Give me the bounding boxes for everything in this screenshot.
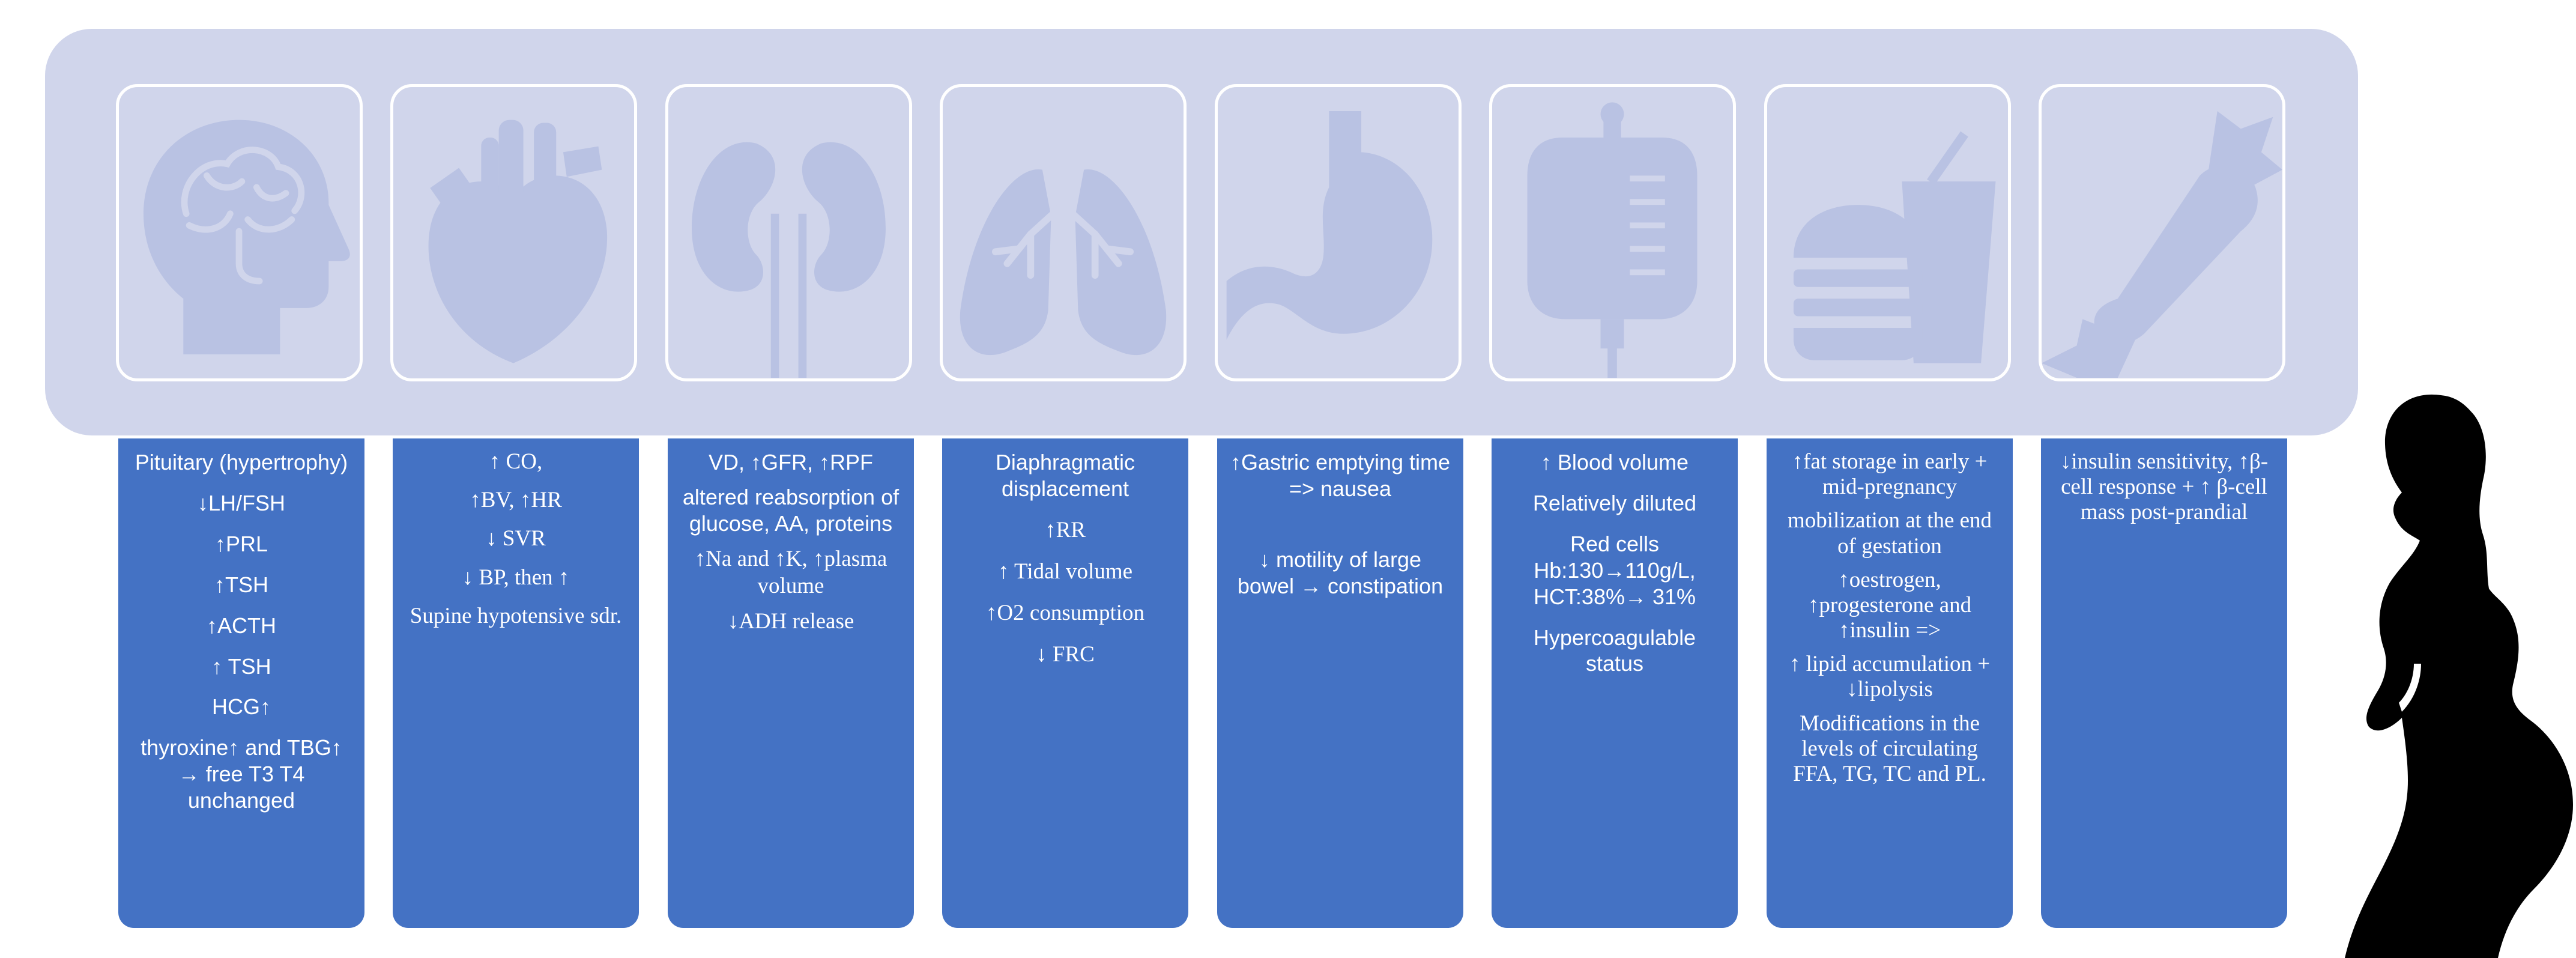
- card-line: ↑TSH: [214, 572, 268, 597]
- blood-bag-icon: [1527, 102, 1698, 378]
- stomach-icon: [1226, 111, 1433, 340]
- card-line: ↑ lipid accumulation + ↓lipolysis: [1789, 652, 1991, 702]
- card-line: ↑Na and ↑K, ↑plasma volume: [694, 546, 887, 598]
- card-line: HCG↑: [212, 694, 271, 720]
- fast-food-icon: [1793, 131, 1996, 363]
- card-line: ↑RR: [1045, 517, 1086, 542]
- card-line: ↑fat storage in early + mid-pregnancy: [1792, 449, 1988, 500]
- card-line: ↓ADH release: [727, 608, 854, 634]
- card-glucose-metabolism: ↓insulin sensitivity, ↑β-cell response +…: [2041, 438, 2287, 928]
- card-lipid-metabolism: ↑fat storage in early + mid-pregnancy mo…: [1767, 438, 2013, 928]
- lungs-icon: [960, 119, 1167, 356]
- card-line: ↑O2 consumption: [985, 601, 1145, 626]
- card-line: Diaphragmatic displacement: [995, 450, 1135, 501]
- card-line: VD, ↑GFR, ↑RPF: [708, 450, 873, 474]
- card-line: thyroxine↑ and TBG↑ → free T3 T4 unchang…: [141, 735, 342, 813]
- card-line: ↓ motility of large bowel → constipation: [1237, 547, 1444, 598]
- icon-tile-heart: [390, 84, 637, 381]
- card-line: ↑ACTH: [207, 613, 276, 638]
- card-respiratory: Diaphragmatic displacement ↑RR ↑ Tidal v…: [942, 438, 1188, 928]
- card-gastrointestinal: ↑Gastric emptying time => nausea ↓ motil…: [1217, 438, 1463, 928]
- card-line: Relatively diluted: [1532, 490, 1697, 515]
- icon-tile-fast-food: [1764, 84, 2011, 381]
- card-cardiovascular: ↑ CO, ↑BV, ↑HR ↓ SVR ↓ BP, then ↑ Supine…: [393, 438, 639, 928]
- card-line: ↑Gastric emptying time => nausea: [1230, 450, 1451, 501]
- card-line: ↑oestrogen, ↑progesterone and ↑insulin =…: [1807, 567, 1972, 643]
- card-line: ↑ CO,: [489, 449, 543, 474]
- card-line: altered reabsorption of glucose, AA, pro…: [682, 484, 899, 536]
- card-line: ↑BV, ↑HR: [470, 488, 562, 513]
- card-line: ↓ BP, then ↑: [462, 565, 570, 590]
- card-line: Supine hypotensive sdr.: [410, 603, 622, 628]
- card-line: Modifications in the levels of circulati…: [1793, 711, 1986, 786]
- candy-icon: [2042, 111, 2282, 378]
- kidneys-icon: [692, 142, 886, 378]
- card-line: ↓insulin sensitivity, ↑β-cell response +…: [2060, 449, 2269, 525]
- icon-tile-stomach: [1215, 84, 1462, 381]
- card-line: ↑ Blood volume: [1540, 450, 1689, 474]
- icon-tile-kidneys: [665, 84, 912, 381]
- brain-head-icon: [143, 120, 350, 354]
- icon-tile-lungs: [940, 84, 1187, 381]
- card-line: ↓LH/FSH: [197, 490, 286, 515]
- card-line: ↓ FRC: [1036, 642, 1095, 667]
- icon-tile-blood-bag: [1489, 84, 1736, 381]
- card-line: Red cells Hb:130→110g/L, HCT:38%→ 31%: [1533, 531, 1696, 609]
- icon-tile-brain: [116, 84, 363, 381]
- card-line: Hypercoagulable status: [1533, 625, 1696, 676]
- heart-icon: [428, 120, 608, 363]
- card-line: ↑ Tidal volume: [997, 559, 1133, 584]
- card-line: ↓ SVR: [486, 526, 546, 551]
- card-renal: VD, ↑GFR, ↑RPF altered reabsorption of g…: [668, 438, 914, 928]
- card-endocrine: Pituitary (hypertrophy) ↓LH/FSH ↑PRL ↑TS…: [118, 438, 364, 928]
- card-line: ↑ TSH: [211, 653, 271, 679]
- card-line: Pituitary (hypertrophy): [135, 450, 348, 474]
- card-hematologic: ↑ Blood volume Relatively diluted Red ce…: [1492, 438, 1738, 928]
- card-line: ↑PRL: [214, 531, 268, 556]
- icon-tile-candy: [2039, 84, 2285, 381]
- card-line: mobilization at the end of gestation: [1787, 508, 1992, 559]
- pregnant-woman-silhouette: [2345, 394, 2573, 958]
